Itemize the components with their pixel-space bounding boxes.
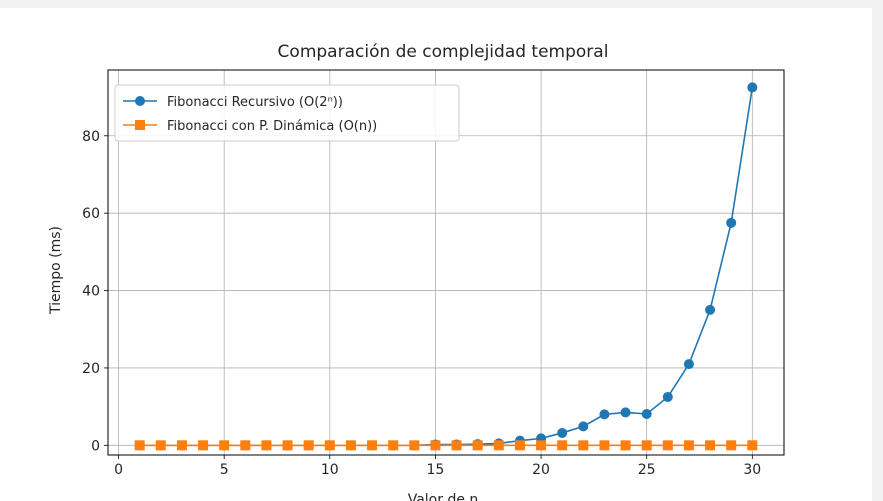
data-point bbox=[367, 440, 378, 451]
data-point bbox=[514, 440, 525, 451]
legend-marker bbox=[135, 96, 145, 106]
legend-item-1: Fibonacci Recursivo (O(2ⁿ)) bbox=[123, 95, 343, 110]
x-axis-label: Valor de n bbox=[408, 492, 479, 501]
data-point bbox=[683, 440, 694, 451]
data-point bbox=[536, 440, 547, 451]
data-point bbox=[409, 440, 420, 451]
data-point bbox=[219, 440, 230, 451]
data-point bbox=[620, 407, 631, 418]
data-point bbox=[557, 440, 568, 451]
data-point bbox=[261, 440, 272, 451]
figure: Comparación de complejidad temporal 0 5 10… bbox=[0, 8, 872, 501]
data-point bbox=[599, 409, 610, 420]
data-point bbox=[599, 440, 610, 451]
data-point bbox=[557, 427, 568, 438]
series-layer bbox=[134, 82, 758, 451]
data-point bbox=[324, 440, 335, 451]
data-point bbox=[662, 440, 673, 451]
x-tick-label: 20 bbox=[532, 462, 550, 478]
legend-label: Fibonacci con P. Dinámica (O(n)) bbox=[167, 119, 377, 134]
y-tick-label: 60 bbox=[82, 206, 100, 222]
data-point bbox=[683, 359, 694, 370]
data-point bbox=[662, 391, 673, 402]
data-point bbox=[620, 440, 631, 451]
chart-title: Comparación de complejidad temporal bbox=[278, 42, 609, 62]
y-tick-label: 20 bbox=[82, 361, 100, 377]
ticks: 0 5 10 15 20 25 30 0 20 40 60 80 bbox=[82, 129, 761, 478]
x-tick-label: 0 bbox=[114, 462, 123, 478]
data-point bbox=[705, 304, 716, 315]
legend-box bbox=[114, 84, 460, 142]
data-point bbox=[493, 440, 504, 451]
legend-item-2: Fibonacci con P. Dinámica (O(n)) bbox=[123, 119, 377, 134]
data-point bbox=[282, 440, 293, 451]
x-tick-label: 15 bbox=[427, 462, 445, 478]
series-2 bbox=[134, 440, 758, 451]
data-point bbox=[726, 217, 737, 228]
data-point bbox=[198, 440, 209, 451]
y-axis-label: Tiempo (ms) bbox=[48, 226, 64, 315]
data-point bbox=[345, 440, 356, 451]
data-point bbox=[641, 408, 652, 419]
legend: Fibonacci Recursivo (O(2ⁿ)) Fibonacci con… bbox=[114, 84, 460, 142]
data-point bbox=[641, 440, 652, 451]
data-point bbox=[705, 440, 716, 451]
data-point bbox=[155, 440, 166, 451]
x-tick-label: 10 bbox=[321, 462, 339, 478]
plot-frame bbox=[107, 69, 785, 456]
data-point bbox=[747, 440, 758, 451]
data-point bbox=[726, 440, 737, 451]
data-point bbox=[134, 440, 145, 451]
data-point bbox=[747, 82, 758, 93]
legend-label: Fibonacci Recursivo (O(2ⁿ)) bbox=[167, 95, 343, 110]
data-point bbox=[240, 440, 251, 451]
x-tick-label: 25 bbox=[638, 462, 656, 478]
chart: Comparación de complejidad temporal 0 5 10… bbox=[48, 42, 785, 501]
data-point bbox=[472, 440, 483, 451]
data-point bbox=[430, 440, 441, 451]
x-tick-label: 30 bbox=[743, 462, 761, 478]
data-point bbox=[388, 440, 399, 451]
data-point bbox=[578, 421, 589, 432]
y-tick-label: 40 bbox=[82, 284, 100, 300]
data-point bbox=[303, 440, 314, 451]
data-point bbox=[451, 440, 462, 451]
data-point bbox=[578, 440, 589, 451]
data-point bbox=[176, 440, 187, 451]
y-tick-label: 80 bbox=[82, 129, 100, 145]
legend-marker bbox=[135, 120, 145, 130]
y-tick-label: 0 bbox=[91, 438, 100, 454]
x-tick-label: 5 bbox=[220, 462, 229, 478]
